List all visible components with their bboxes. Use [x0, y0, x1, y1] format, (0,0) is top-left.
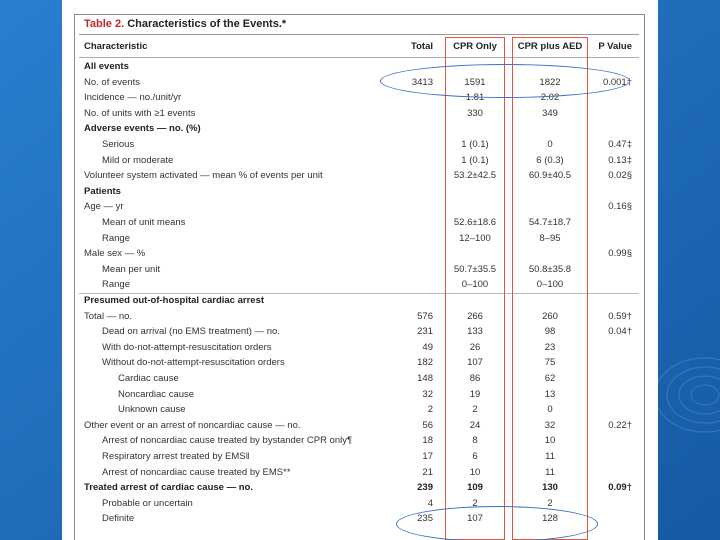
row-label: Mean per unit: [102, 262, 160, 277]
row-label: Dead on arrival (no EMS treatment) — no.: [102, 324, 280, 339]
header-p-value: P Value: [598, 39, 632, 54]
row-label: Mild or moderate: [102, 153, 173, 168]
row-total: 21: [422, 465, 433, 480]
row-label: Without do-not-attempt-resuscitation ord…: [102, 355, 285, 370]
row-label: Cardiac cause: [118, 371, 179, 386]
row-total: 2: [428, 402, 433, 417]
row-total: 4: [428, 496, 433, 511]
row-label: Arrest of noncardiac cause treated by by…: [102, 433, 352, 448]
row-label: With do-not-attempt-resuscitation orders: [102, 340, 271, 355]
row-label: Male sex — %: [84, 246, 145, 261]
row-p-value: 0.99§: [608, 246, 632, 261]
row-total: 231: [417, 324, 433, 339]
cpr-only-column-highlight: [445, 37, 505, 540]
row-label: Serious: [102, 137, 134, 152]
row-label: Range: [102, 277, 130, 292]
slide-panel: Table 2. Characteristics of the Events.*…: [62, 0, 658, 540]
definite-row-ellipse-annotation: [396, 506, 598, 540]
row-label: Respiratory arrest treated by EMS‖: [102, 449, 250, 464]
row-total: 32: [422, 387, 433, 402]
table-caption: Table 2. Characteristics of the Events.*: [84, 18, 286, 30]
row-label: Volunteer system activated — mean % of e…: [84, 168, 323, 183]
row-label: Age — yr: [84, 199, 124, 214]
row-p-value: 0.04†: [608, 324, 632, 339]
row-label: Probable or uncertain: [102, 496, 193, 511]
row-p-value: 0.09†: [608, 480, 632, 495]
row-label: Total — no.: [84, 309, 132, 324]
number-of-events-ellipse-annotation: [380, 64, 630, 98]
table-caption-label: Table 2.: [84, 18, 124, 30]
row-p-value: 0.13‡: [608, 153, 632, 168]
row-label: Definite: [102, 511, 134, 526]
row-total: 17: [422, 449, 433, 464]
table-caption-text: Characteristics of the Events.*: [127, 18, 286, 30]
row-total: 148: [417, 371, 433, 386]
row-p-value: 0.47‡: [608, 137, 632, 152]
row-p-value: 0.59†: [608, 309, 632, 324]
row-total: 239: [417, 480, 433, 495]
row-label: Range: [102, 231, 130, 246]
caption-divider: [79, 34, 639, 35]
row-label: Patients: [84, 184, 121, 199]
row-total: 576: [417, 309, 433, 324]
row-label: Arrest of noncardiac cause treated by EM…: [102, 465, 291, 480]
row-label: Presumed out-of-hospital cardiac arrest: [84, 293, 264, 308]
row-total: 182: [417, 355, 433, 370]
row-label: All events: [84, 59, 129, 74]
row-p-value: 0.02§: [608, 168, 632, 183]
row-label: Mean of unit means: [102, 215, 185, 230]
row-label: Treated arrest of cardiac cause — no.: [84, 480, 253, 495]
row-label: Incidence — no./unit/yr: [84, 90, 181, 105]
row-label: Other event or an arrest of noncardiac c…: [84, 418, 301, 433]
row-total: 56: [422, 418, 433, 433]
row-p-value: 0.16§: [608, 199, 632, 214]
row-label: Adverse events — no. (%): [84, 121, 201, 136]
row-label: No. of events: [84, 75, 140, 90]
row-label: Noncardiac cause: [118, 387, 194, 402]
row-total: 49: [422, 340, 433, 355]
row-label: No. of units with ≥1 events: [84, 106, 195, 121]
cpr-plus-aed-column-highlight: [512, 37, 588, 540]
row-label: Unknown cause: [118, 402, 186, 417]
row-p-value: 0.22†: [608, 418, 632, 433]
header-total: Total: [411, 39, 433, 54]
header-characteristic: Characteristic: [84, 39, 147, 54]
row-total: 18: [422, 433, 433, 448]
